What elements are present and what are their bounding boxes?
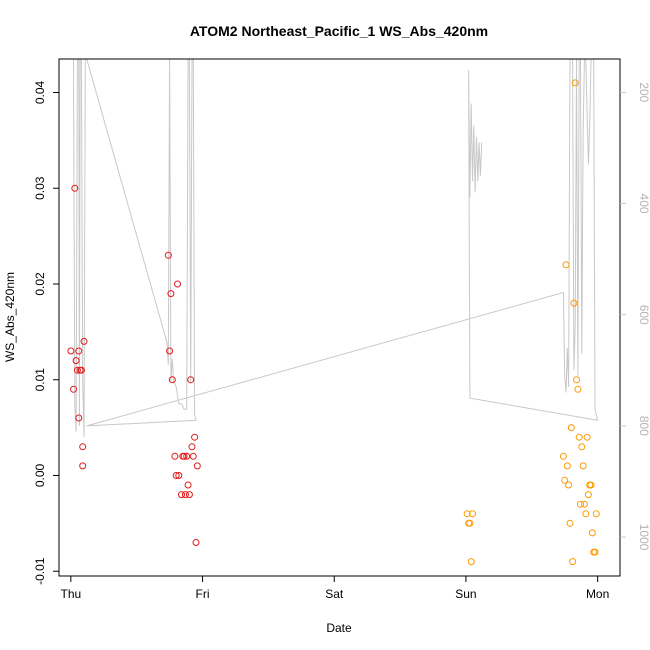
y-tick-label: -0.01 [33, 557, 47, 585]
data-point [191, 433, 199, 441]
data-point [584, 491, 592, 499]
data-point [189, 452, 197, 460]
data-point [571, 79, 579, 87]
data-point [469, 510, 476, 518]
data-point [467, 558, 475, 566]
data-point [172, 472, 180, 479]
data-point [67, 347, 75, 355]
data-point [567, 424, 575, 432]
y2-tick-label: 800 [637, 416, 650, 436]
data-point [183, 452, 191, 460]
data-point [188, 443, 196, 451]
data-point [77, 366, 85, 374]
data-point [573, 376, 580, 384]
y-tick-label: 0.01 [33, 368, 47, 392]
plot-frame [58, 58, 621, 577]
data-point [168, 376, 176, 384]
data-point [565, 481, 573, 489]
data-point [578, 443, 586, 451]
x-tick-label: Sun [455, 587, 476, 601]
x-tick-label: Sat [325, 587, 344, 601]
data-point [561, 476, 569, 484]
data-point [79, 462, 87, 470]
data-point [73, 366, 81, 374]
y2-tick-label: 600 [637, 305, 650, 325]
data-point [75, 414, 83, 422]
data-point [579, 462, 587, 470]
y2-tick-label: 200 [637, 82, 650, 102]
x-tick-label: Mon [586, 587, 609, 601]
data-point [178, 491, 185, 499]
y2-axis: 200 400 600 800 1000 [620, 82, 650, 551]
y-tick-label: 0.02 [33, 272, 47, 296]
data-point [75, 347, 83, 355]
data-point [574, 385, 582, 393]
data-point [588, 529, 596, 537]
data-point [570, 299, 578, 307]
data-point [192, 539, 200, 546]
data-point [587, 481, 595, 489]
y2-tick-label: 1000 [637, 524, 650, 551]
data-point [466, 519, 474, 527]
data-point [70, 385, 77, 393]
chart-title: ATOM2 Northeast_Pacific_1 WS_Abs_420nm [190, 23, 488, 39]
data-point [167, 290, 175, 298]
y-axis-label: WS_Abs_420nm [3, 272, 17, 362]
y-tick-label: 0.03 [33, 176, 47, 200]
y2-tick-label: 400 [637, 194, 650, 214]
data-point [563, 462, 571, 470]
data-point [583, 433, 591, 441]
data-point [175, 472, 183, 479]
data-point [463, 510, 471, 518]
data-point [577, 500, 584, 508]
x-tick-label: Fri [196, 587, 210, 601]
data-point [575, 433, 583, 441]
data-point [193, 462, 201, 470]
x-axis-label: Date [326, 621, 352, 635]
data-point [171, 452, 179, 460]
data-point [79, 443, 87, 451]
secondary-series-line [70, 59, 599, 438]
data-point [582, 510, 590, 518]
data-point [80, 337, 88, 345]
y-axis: -0.01 0.00 0.01 0.02 0.03 0.04 [33, 81, 59, 585]
data-point [580, 500, 588, 508]
data-point [174, 280, 181, 288]
data-point [166, 347, 174, 355]
data-point [592, 510, 600, 518]
data-point [184, 481, 192, 489]
x-tick-label: Thu [61, 587, 82, 601]
data-point [164, 251, 172, 259]
data-point [180, 452, 188, 460]
data-point [591, 548, 599, 556]
y-tick-label: 0.00 [33, 463, 47, 487]
data-point [566, 519, 574, 527]
data-point [562, 261, 570, 269]
plot-area [67, 59, 600, 566]
y-tick-label: 0.04 [33, 81, 47, 105]
data-point [187, 376, 195, 384]
data-point [569, 558, 577, 566]
data-point [71, 184, 79, 192]
x-axis: Thu Fri Sat Sun Mon [61, 576, 609, 601]
data-point [185, 491, 193, 499]
data-point [181, 491, 189, 499]
data-point [72, 357, 80, 365]
data-point [559, 452, 567, 460]
